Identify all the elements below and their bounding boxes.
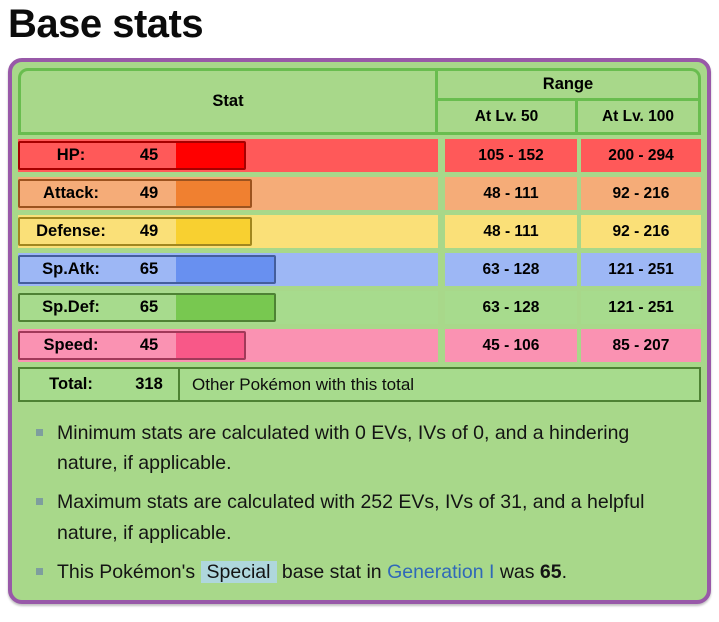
note-text: Maximum stats are calculated with 252 EV… — [57, 491, 645, 544]
stat-label: HP: — [56, 146, 86, 164]
sp-def-stat-cell: Sp.Def: 65 — [18, 291, 438, 324]
stat-row-sp-atk: Sp.Atk: 65 63 - 128 121 - 251 — [18, 253, 701, 286]
stat-value: 45 — [139, 336, 159, 354]
stats-card: Stat Range At Lv. 50 At Lv. 100 HP: 45 1… — [8, 58, 711, 604]
hp-stat-bar-box: HP: 45 — [18, 141, 246, 170]
total-label: Total: — [49, 375, 93, 393]
sp-atk-range-lv50: 63 - 128 — [445, 253, 577, 286]
stat-label: Sp.Atk: — [42, 260, 100, 278]
note-text-pre: This Pokémon's — [57, 560, 201, 583]
table-body: HP: 45 105 - 152 200 - 294 Attack: 49 48… — [18, 139, 701, 402]
bullet-square-icon — [36, 498, 43, 506]
footnotes: Minimum stats are calculated with 0 EVs,… — [18, 412, 701, 587]
speed-stat-cell: Speed: 45 — [18, 329, 438, 362]
total-value: 318 — [135, 375, 163, 393]
speed-stat-bar-box: Speed: 45 — [18, 331, 246, 360]
header-at-lv50: At Lv. 50 — [438, 101, 578, 135]
header-range-group: Range At Lv. 50 At Lv. 100 — [438, 68, 701, 135]
stat-row-defense: Defense: 49 48 - 111 92 - 216 — [18, 215, 701, 248]
header-at-lv100: At Lv. 100 — [578, 101, 701, 135]
stat-value: 45 — [139, 146, 159, 164]
header-stat: Stat — [18, 68, 438, 135]
sp-atk-stat-cell: Sp.Atk: 65 — [18, 253, 438, 286]
total-label-box: Total: 318 — [20, 369, 180, 400]
note-text-end: . — [561, 560, 568, 583]
sp-def-bar — [176, 295, 274, 320]
total-row: Total: 318 Other Pokémon with this total — [18, 367, 701, 402]
bullet-square-icon — [36, 429, 43, 436]
speed-range-lv100: 85 - 207 — [581, 329, 701, 362]
attack-bar — [176, 181, 250, 206]
note-text-mid: base stat in — [276, 560, 388, 583]
defense-bar — [176, 219, 250, 244]
stat-row-sp-def: Sp.Def: 65 63 - 128 121 - 251 — [18, 291, 701, 324]
gen1-special-value: 65 — [539, 560, 562, 583]
attack-stat-cell: Attack: 49 — [18, 177, 438, 210]
stat-label: Attack: — [43, 184, 99, 202]
note-text: This Pokémon's Special base stat in Gene… — [57, 557, 567, 587]
attack-range-lv100: 92 - 216 — [581, 177, 701, 210]
sp-def-range-lv100: 121 - 251 — [581, 291, 701, 324]
hp-stat-cell: HP: 45 — [18, 139, 438, 172]
sp-atk-range-lv100: 121 - 251 — [581, 253, 701, 286]
speed-bar — [176, 333, 244, 358]
hp-range-lv100: 200 - 294 — [581, 139, 701, 172]
stat-row-attack: Attack: 49 48 - 111 92 - 216 — [18, 177, 701, 210]
stat-label: Speed: — [43, 336, 99, 354]
table-header: Stat Range At Lv. 50 At Lv. 100 — [18, 68, 701, 135]
other-pokemon-with-total-link[interactable]: Other Pokémon with this total — [192, 374, 415, 394]
special-term-highlight[interactable]: Special — [200, 560, 277, 583]
attack-range-lv50: 48 - 111 — [445, 177, 577, 210]
hp-bar — [176, 143, 244, 168]
note-text-post: was — [494, 560, 540, 583]
speed-range-lv50: 45 - 106 — [445, 329, 577, 362]
stat-label: Sp.Def: — [42, 298, 100, 316]
defense-stat-cell: Defense: 49 — [18, 215, 438, 248]
sp-def-stat-bar-box: Sp.Def: 65 — [18, 293, 276, 322]
defense-range-lv50: 48 - 111 — [445, 215, 577, 248]
sp-atk-stat-bar-box: Sp.Atk: 65 — [18, 255, 276, 284]
stat-label: Defense: — [36, 222, 106, 240]
generation-i-link[interactable]: Generation I — [387, 560, 495, 583]
attack-stat-bar-box: Attack: 49 — [18, 179, 252, 208]
defense-stat-bar-box: Defense: 49 — [18, 217, 252, 246]
stat-row-hp: HP: 45 105 - 152 200 - 294 — [18, 139, 701, 172]
sp-def-range-lv50: 63 - 128 — [445, 291, 577, 324]
bullet-square-icon — [36, 567, 43, 575]
note-text: Minimum stats are calculated with 0 EVs,… — [57, 422, 630, 475]
stat-value: 49 — [139, 184, 159, 202]
stat-value: 65 — [139, 298, 159, 316]
header-range: Range — [438, 68, 701, 101]
stat-value: 49 — [139, 222, 159, 240]
page-title: Base stats — [8, 2, 204, 46]
stat-row-speed: Speed: 45 45 - 106 85 - 207 — [18, 329, 701, 362]
hp-range-lv50: 105 - 152 — [445, 139, 577, 172]
note-maximum-stats: Maximum stats are calculated with 252 EV… — [24, 487, 687, 547]
header-range-sublevels: At Lv. 50 At Lv. 100 — [438, 101, 701, 135]
sp-atk-bar — [176, 257, 274, 282]
stat-value: 65 — [139, 260, 159, 278]
note-gen1-special: This Pokémon's Special base stat in Gene… — [24, 557, 687, 587]
defense-range-lv100: 92 - 216 — [581, 215, 701, 248]
note-minimum-stats: Minimum stats are calculated with 0 EVs,… — [24, 418, 687, 478]
